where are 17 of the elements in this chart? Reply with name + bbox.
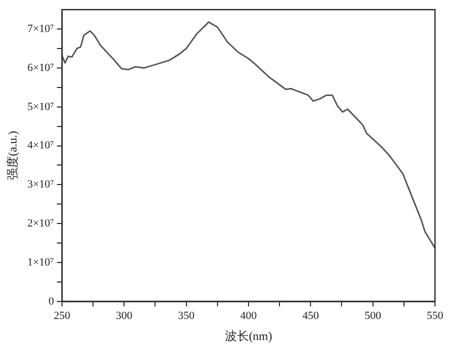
y-tick-label: 7×10⁷: [27, 22, 54, 35]
x-tick-label: 400: [240, 310, 258, 322]
x-tick-label: 350: [178, 310, 196, 322]
y-tick-label: 0: [48, 295, 54, 308]
y-tick-label: 3×10⁷: [27, 178, 54, 191]
x-axis-title: 波长(nm): [224, 328, 272, 343]
y-tick-label: 5×10⁷: [27, 100, 54, 113]
x-tick-label: 300: [116, 310, 133, 322]
y-tick-label: 4×10⁷: [27, 140, 54, 152]
x-tick-label: 500: [364, 310, 382, 322]
y-axis-title: 强度(a.u.): [5, 130, 20, 180]
y-tick-label: 6×10⁷: [27, 62, 54, 74]
y-tick-label: 1×10⁷: [27, 256, 54, 268]
x-tick-label: 450: [302, 310, 320, 322]
x-tick-label: 250: [54, 310, 71, 322]
x-tick-label: 550: [426, 310, 444, 322]
y-tick-label: 2×10⁷: [27, 217, 54, 230]
